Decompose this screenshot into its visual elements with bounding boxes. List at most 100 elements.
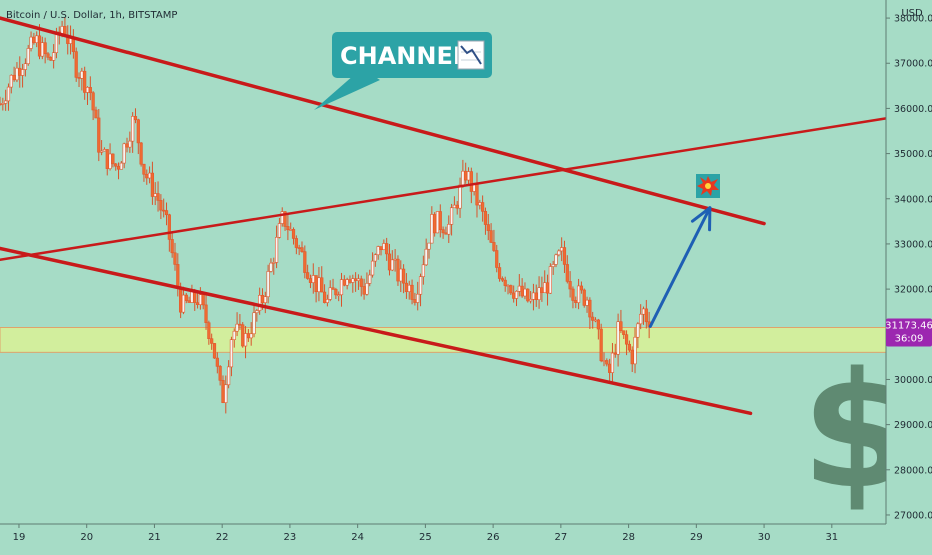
candle-body [431, 214, 434, 243]
y-tick-label: 34000.00 [894, 194, 932, 205]
candle-body [546, 283, 549, 293]
candle-body [10, 75, 13, 87]
candle-body [419, 277, 422, 295]
candle-body [462, 171, 465, 185]
candle-body [205, 305, 208, 323]
candle-body [394, 259, 397, 260]
candle-body [27, 48, 30, 63]
candle-body [145, 174, 148, 178]
candle-body [555, 255, 558, 265]
x-tick-label: 28 [622, 532, 635, 543]
candle-body [0, 104, 1, 105]
candle-body [148, 173, 151, 178]
candle-body [199, 295, 202, 305]
candle-body [346, 280, 349, 286]
candle-body [591, 317, 594, 320]
candle-body [484, 211, 487, 224]
candle-body [137, 120, 140, 143]
y-tick-label: 30000.00 [894, 375, 932, 386]
candle-body [552, 264, 555, 266]
candle-body [383, 243, 386, 249]
candle-body [628, 344, 631, 350]
candle-body [504, 280, 507, 285]
candle-body [165, 211, 168, 215]
chart-down-icon [458, 41, 484, 69]
candle-body [179, 287, 182, 312]
candle-body [487, 225, 490, 231]
candle-body [335, 289, 338, 294]
x-tick-label: 21 [148, 532, 161, 543]
candle-body [224, 385, 227, 403]
candle-body [476, 183, 479, 205]
candle-body [171, 239, 174, 252]
candle-countdown: 36:09 [895, 333, 924, 344]
candle-body [563, 248, 566, 265]
candle-body [140, 143, 143, 164]
candle-body [464, 171, 467, 180]
candle-body [332, 288, 335, 290]
chart-title: Bitcoin / U.S. Dollar, 1h, BITSTAMP [6, 10, 177, 21]
candle-body [182, 295, 185, 312]
candle-body [495, 251, 498, 268]
candle-body [337, 295, 340, 296]
candle-body [507, 285, 510, 286]
candle-body [391, 260, 394, 270]
candle-body [351, 279, 354, 283]
candle-body [97, 118, 100, 152]
candle-body [402, 269, 405, 283]
candle-body [366, 283, 369, 294]
candle-body [377, 247, 380, 255]
candle-body [185, 295, 188, 301]
candle-body [233, 331, 236, 339]
candle-body [354, 279, 357, 281]
candle-body [470, 172, 473, 192]
candle-body [577, 286, 580, 303]
candle-body [360, 279, 363, 287]
candle-body [315, 275, 318, 291]
candle-body [78, 77, 81, 78]
candle-body [541, 288, 544, 293]
candle-body [112, 154, 115, 164]
candle-body [558, 251, 561, 255]
candle-body [126, 144, 129, 147]
candle-body [123, 144, 126, 163]
candle-body [510, 285, 513, 292]
candle-body [143, 164, 146, 174]
candle-body [318, 278, 321, 292]
x-tick-label: 30 [758, 532, 771, 543]
candle-body [594, 320, 597, 321]
candle-body [374, 255, 377, 261]
x-tick-label: 31 [825, 532, 838, 543]
candle-body [549, 267, 552, 294]
candle-body [538, 288, 541, 300]
candle-body [35, 36, 38, 43]
candle-body [227, 367, 230, 385]
candle-body [323, 292, 326, 303]
candle-body [157, 194, 160, 201]
candle-body [617, 322, 620, 355]
candle-body [256, 311, 259, 313]
candle-body [569, 281, 572, 289]
candle-body [442, 230, 445, 233]
candle-body [210, 339, 213, 344]
candle-body [222, 380, 225, 402]
candle-body [637, 324, 640, 337]
candle-body [264, 297, 267, 303]
candle-body [603, 360, 606, 361]
candle-body [202, 295, 205, 305]
candle-body [241, 325, 244, 346]
candle-body [349, 280, 352, 283]
candle-body [81, 71, 84, 78]
candle-body [120, 163, 123, 169]
candle-body [493, 242, 496, 250]
candle-body [600, 329, 603, 361]
x-tick-label: 19 [13, 532, 26, 543]
candle-body [447, 224, 450, 234]
candle-body [289, 229, 292, 230]
candle-body [425, 249, 428, 265]
candle-body [219, 366, 222, 380]
candle-body [30, 37, 33, 48]
